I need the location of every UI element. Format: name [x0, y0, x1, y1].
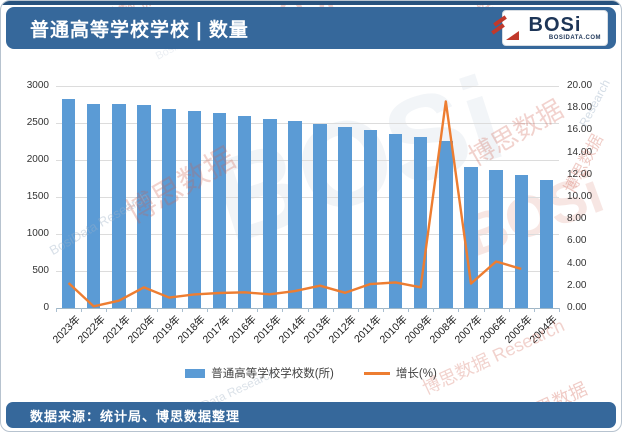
y-axis-right-label: 18.00	[567, 102, 593, 114]
y-axis-right-label: 4.00	[567, 257, 587, 269]
y-axis-left-label: 500	[32, 265, 49, 276]
x-axis-tick	[382, 308, 384, 312]
x-axis-tick	[181, 308, 183, 312]
x-axis-tick	[408, 308, 410, 312]
x-axis-tick	[483, 308, 485, 312]
y-axis-left-label: 2500	[26, 117, 49, 128]
logo-text: BOSi	[528, 14, 582, 36]
x-axis-tick	[458, 308, 460, 312]
x-axis-tick	[433, 308, 435, 312]
y-axis-right-label: 16.00	[567, 124, 593, 136]
y-axis-left-label: 3000	[26, 80, 49, 91]
gridline	[56, 160, 559, 161]
legend-line-swatch-icon	[363, 371, 390, 375]
x-axis-tick	[282, 308, 284, 312]
bar	[61, 99, 76, 308]
gridline	[56, 197, 559, 198]
bar	[363, 129, 378, 308]
data-source-note: 数据来源：统计局、博思数据整理	[30, 408, 241, 424]
legend-label: 增长(%)	[395, 368, 437, 380]
bar	[388, 133, 403, 308]
x-axis-tick	[156, 308, 158, 312]
gridline	[56, 234, 559, 235]
bar	[489, 169, 503, 308]
x-axis-tick	[332, 308, 334, 312]
gridline	[56, 123, 559, 124]
y-axis-right-label: 2.00	[567, 279, 587, 291]
gridline	[56, 86, 559, 87]
x-axis-tick	[307, 308, 309, 312]
bar	[263, 118, 277, 308]
bar	[212, 113, 227, 308]
top-accent-strip	[1, 1, 621, 5]
bar	[514, 175, 529, 308]
x-axis-tick	[533, 308, 535, 312]
chart-legend: 普通高等学校学校数(所) 增长(%)	[1, 365, 621, 381]
bar	[539, 179, 554, 308]
y-axis-right-label: 6.00	[567, 235, 587, 247]
bar	[162, 109, 176, 308]
header-bar: 普通高等学校学校 | 数量 BOSi BOSIDATA.COM	[6, 7, 616, 49]
footer-bar: 数据来源：统计局、博思数据整理	[6, 402, 616, 428]
y-axis-right-label: 10.00	[567, 191, 593, 202]
bar	[288, 120, 302, 308]
x-axis-tick	[357, 308, 359, 312]
x-axis-tick	[131, 308, 133, 312]
logo-subtext: BOSIDATA.COM	[548, 35, 601, 41]
y-axis-left-label: 2000	[26, 154, 49, 165]
legend-label: 普通高等学校学校数(所)	[211, 368, 334, 380]
bar	[237, 115, 252, 308]
x-axis-tick	[559, 308, 560, 312]
logo-stripe-icon	[491, 23, 505, 35]
bar	[187, 110, 202, 308]
legend-bar-swatch-icon	[185, 368, 206, 378]
bar	[86, 103, 101, 308]
y-axis-left-label: 1500	[26, 191, 49, 202]
y-axis-right-label: 0.00	[567, 302, 587, 313]
y-axis-right-label: 20.00	[567, 80, 593, 91]
x-axis-tick	[508, 308, 510, 312]
bar	[439, 140, 453, 308]
bar	[137, 105, 151, 308]
legend-item: 普通高等学校学校数(所)	[185, 365, 334, 381]
page-title: 普通高等学校学校 | 数量	[30, 19, 249, 41]
x-axis-tick	[206, 308, 208, 312]
bar	[313, 123, 327, 308]
legend-item: 增长(%)	[363, 365, 437, 381]
x-axis-tick	[232, 308, 234, 312]
logo-flag-icon	[506, 31, 519, 40]
y-axis-right-label: 12.00	[567, 168, 593, 180]
gridline	[56, 271, 559, 272]
bar	[464, 166, 478, 308]
y-axis-left-label: 0	[43, 302, 49, 313]
y-axis-right-label: 8.00	[567, 213, 587, 225]
x-axis-tick	[257, 308, 259, 312]
growth-line	[67, 100, 522, 308]
bosi-logo: BOSi BOSIDATA.COM	[491, 10, 608, 46]
bar	[112, 104, 126, 308]
y-axis-right-label: 14.00	[567, 146, 593, 158]
x-axis-tick	[81, 308, 83, 312]
growth-line-layer	[67, 100, 522, 308]
bar	[338, 127, 352, 308]
x-axis-tick	[56, 308, 57, 312]
x-axis-tick	[106, 308, 108, 312]
y-axis-left-label: 1000	[26, 228, 49, 239]
